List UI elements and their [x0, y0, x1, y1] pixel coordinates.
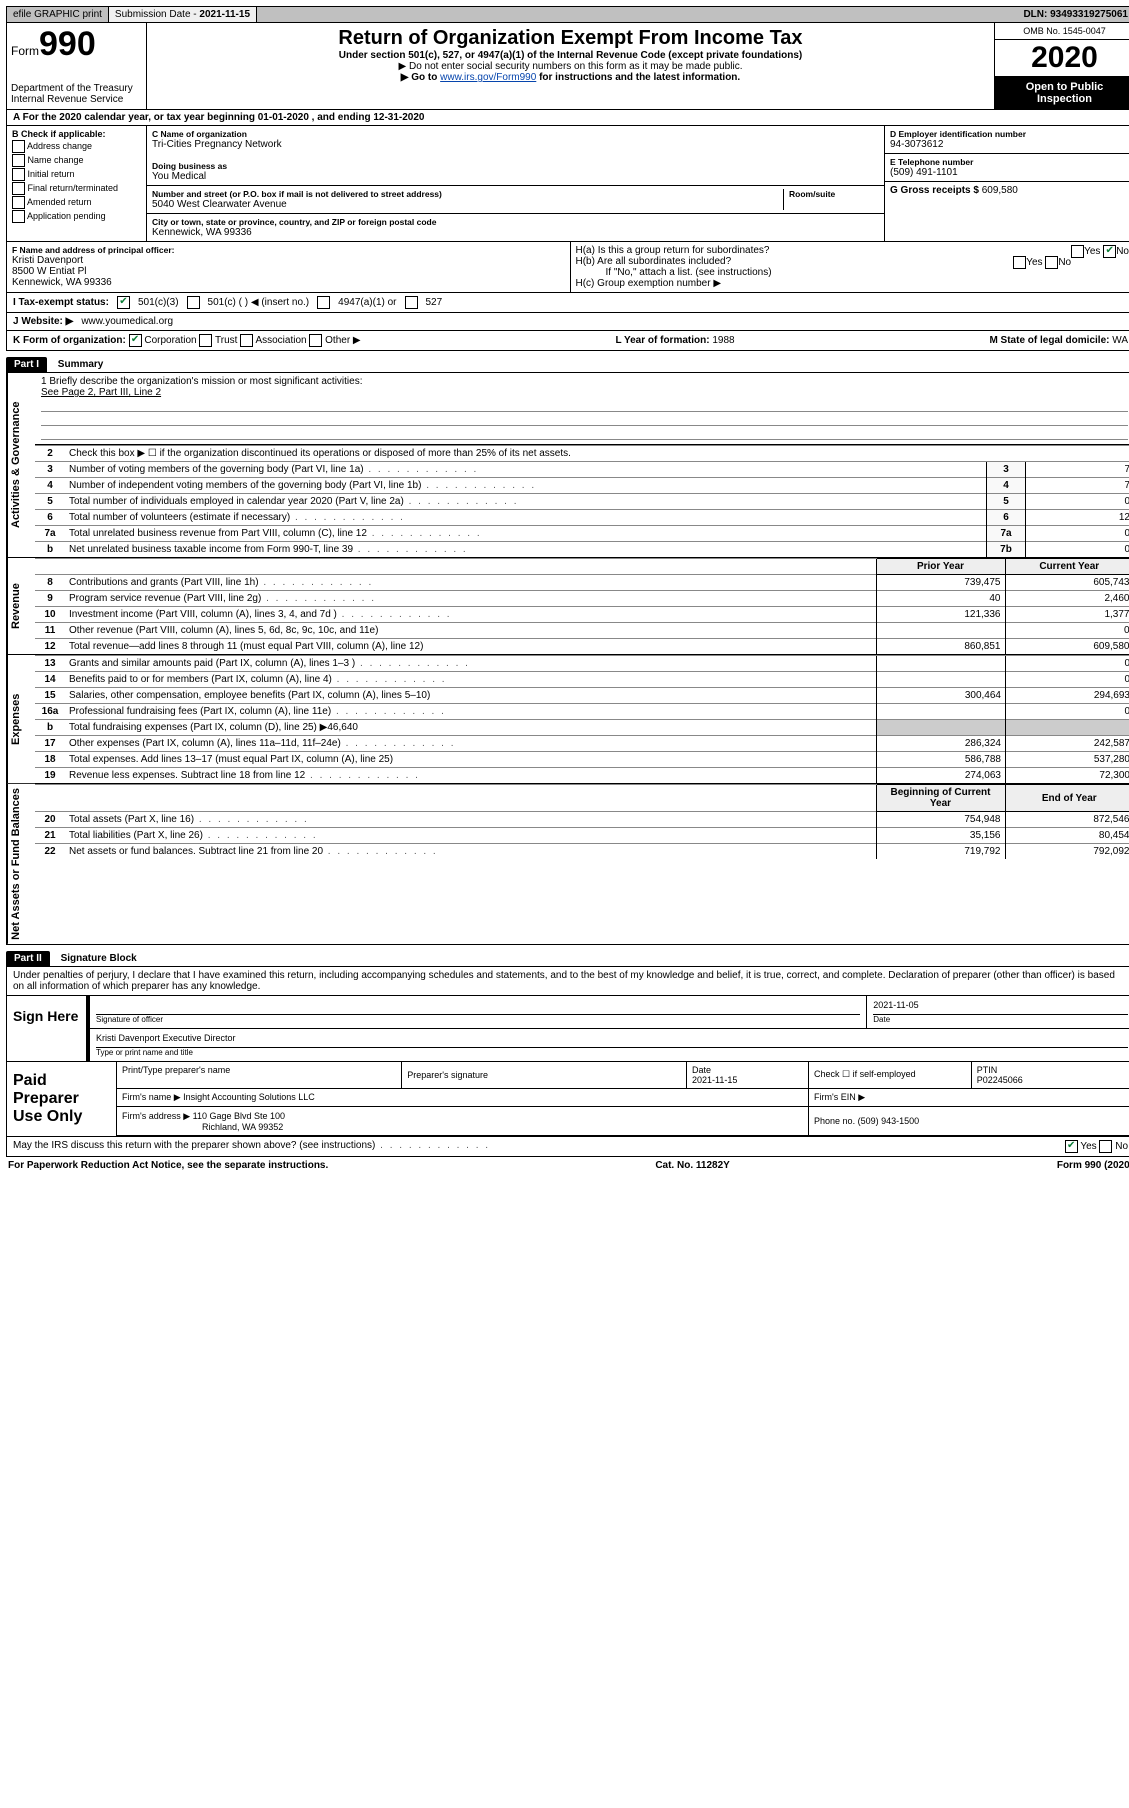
state-domicile: WA [1112, 335, 1128, 346]
form-subtitle: Under section 501(c), 527, or 4947(a)(1)… [155, 50, 986, 61]
label-revenue: Revenue [7, 558, 35, 654]
cb-4947[interactable] [317, 296, 330, 309]
open-to-public: Open to Public Inspection [995, 77, 1129, 109]
officer-name: Kristi Davenport [12, 255, 565, 266]
section-j-website: J Website: ▶ www.youmedical.org [6, 313, 1129, 331]
irs-link[interactable]: www.irs.gov/Form990 [440, 72, 536, 83]
dba-name: You Medical [152, 171, 879, 182]
part-2-title: Signature Block [61, 953, 137, 964]
preparer-table: Print/Type preparer's name Preparer's si… [117, 1062, 1129, 1136]
part-2-header: Part II [6, 951, 50, 966]
revenue-table: Prior YearCurrent Year 8Contributions an… [35, 558, 1129, 654]
cb-initial-return[interactable]: Initial return [12, 168, 141, 181]
website-url: www.youmedical.org [81, 316, 173, 327]
line-a-tax-year: A For the 2020 calendar year, or tax yea… [6, 110, 1129, 126]
cb-final-return[interactable]: Final return/terminated [12, 182, 141, 195]
paid-preparer-label: Paid Preparer Use Only [7, 1062, 117, 1136]
perjury-declaration: Under penalties of perjury, I declare th… [6, 966, 1129, 996]
sign-here-block: Sign Here Signature of officer 2021-11-0… [6, 996, 1129, 1062]
officer-addr1: 8500 W Entiat Pl [12, 266, 565, 277]
expenses-table: 13Grants and similar amounts paid (Part … [35, 655, 1129, 783]
section-f-h: F Name and address of principal officer:… [6, 242, 1129, 293]
label-activities-governance: Activities & Governance [7, 373, 35, 557]
mission-label: 1 Briefly describe the organization's mi… [41, 376, 1128, 387]
form-header: Form990 Department of the Treasury Inter… [6, 23, 1129, 110]
cb-assoc[interactable] [240, 334, 253, 347]
cb-amended[interactable]: Amended return [12, 196, 141, 209]
label-expenses: Expenses [7, 655, 35, 783]
section-i-status: I Tax-exempt status: 501(c)(3) 501(c) ( … [6, 293, 1129, 313]
part-1-header: Part I [6, 357, 47, 372]
gross-receipts: 609,580 [982, 185, 1018, 196]
self-employed-check[interactable]: Check ☐ if self-employed [809, 1062, 972, 1089]
netassets-table: Beginning of Current YearEnd of Year 20T… [35, 784, 1129, 859]
cb-501c[interactable] [187, 296, 200, 309]
sign-here-label: Sign Here [7, 996, 87, 1061]
discuss-with-preparer: May the IRS discuss this return with the… [6, 1137, 1129, 1157]
cb-app-pending[interactable]: Application pending [12, 210, 141, 223]
firm-phone: (509) 943-1500 [858, 1116, 920, 1126]
org-name: Tri-Cities Pregnancy Network [152, 139, 879, 150]
firm-name: Insight Accounting Solutions LLC [183, 1092, 315, 1102]
officer-signature[interactable] [96, 1000, 860, 1014]
dept-treasury: Department of the Treasury Internal Reve… [11, 83, 142, 105]
governance-table: 2Check this box ▶ ☐ if the organization … [35, 445, 1129, 557]
firm-addr2: Richland, WA 99352 [122, 1122, 283, 1132]
part-1-title: Summary [58, 359, 104, 370]
discuss-no[interactable] [1099, 1140, 1112, 1153]
section-b-checkboxes: B Check if applicable: Address change Na… [7, 126, 147, 241]
ptin: P02245066 [977, 1075, 1129, 1085]
instructions-link-line: ▶ Go to www.irs.gov/Form990 for instruct… [155, 72, 986, 83]
submission-date: Submission Date - 2021-11-15 [109, 7, 257, 22]
cb-address-change[interactable]: Address change [12, 140, 141, 153]
typed-name: Kristi Davenport Executive Director [96, 1033, 1128, 1047]
firm-addr1: 110 Gage Blvd Ste 100 [193, 1111, 285, 1121]
cb-name-change[interactable]: Name change [12, 154, 141, 167]
page-footer: For Paperwork Reduction Act Notice, see … [6, 1157, 1129, 1174]
year-formation: 1988 [712, 335, 734, 346]
section-d-e-g: D Employer identification number 94-3073… [884, 126, 1129, 241]
cb-527[interactable] [405, 296, 418, 309]
prep-date: 2021-11-15 [692, 1075, 803, 1085]
cb-trust[interactable] [199, 334, 212, 347]
efile-label[interactable]: efile GRAPHIC print [7, 7, 109, 22]
section-c: C Name of organization Tri-Cities Pregna… [147, 126, 884, 241]
dln: DLN: 93493319275061 [1017, 7, 1129, 22]
city-state-zip: Kennewick, WA 99336 [152, 227, 879, 238]
officer-addr2: Kennewick, WA 99336 [12, 277, 565, 288]
sign-date: 2021-11-05 [873, 1000, 1128, 1014]
h-a: H(a) Is this a group return for subordin… [576, 245, 1129, 256]
form-ref: Form 990 (2020) [1057, 1160, 1129, 1171]
cb-501c3[interactable] [117, 296, 130, 309]
section-k-l-m: K Form of organization: Corporation Trus… [6, 331, 1129, 351]
paperwork-notice: For Paperwork Reduction Act Notice, see … [8, 1160, 328, 1171]
street-address: 5040 West Clearwater Avenue [152, 199, 783, 210]
ssn-warning: ▶ Do not enter social security numbers o… [155, 61, 986, 72]
h-c: H(c) Group exemption number ▶ [576, 278, 1129, 289]
form-number: Form990 [11, 27, 142, 61]
cb-other[interactable] [309, 334, 322, 347]
telephone: (509) 491-1101 [890, 167, 1129, 178]
paid-preparer-block: Paid Preparer Use Only Print/Type prepar… [6, 1062, 1129, 1137]
cat-no: Cat. No. 11282Y [655, 1160, 729, 1171]
org-info-block: B Check if applicable: Address change Na… [6, 126, 1129, 242]
omb-number: OMB No. 1545-0047 [995, 23, 1129, 40]
ein: 94-3073612 [890, 139, 1129, 150]
label-net-assets: Net Assets or Fund Balances [7, 784, 35, 944]
discuss-yes[interactable] [1065, 1140, 1078, 1153]
form-title: Return of Organization Exempt From Incom… [155, 27, 986, 50]
top-bar: efile GRAPHIC print Submission Date - 20… [6, 6, 1129, 23]
mission-text: See Page 2, Part III, Line 2 [41, 387, 1128, 398]
part-1-body: Activities & Governance 1 Briefly descri… [6, 372, 1129, 945]
cb-corp[interactable] [129, 334, 142, 347]
h-b: H(b) Are all subordinates included? Yes … [576, 256, 1129, 267]
tax-year: 2020 [995, 40, 1129, 77]
firm-ein: Firm's EIN ▶ [809, 1089, 1129, 1107]
